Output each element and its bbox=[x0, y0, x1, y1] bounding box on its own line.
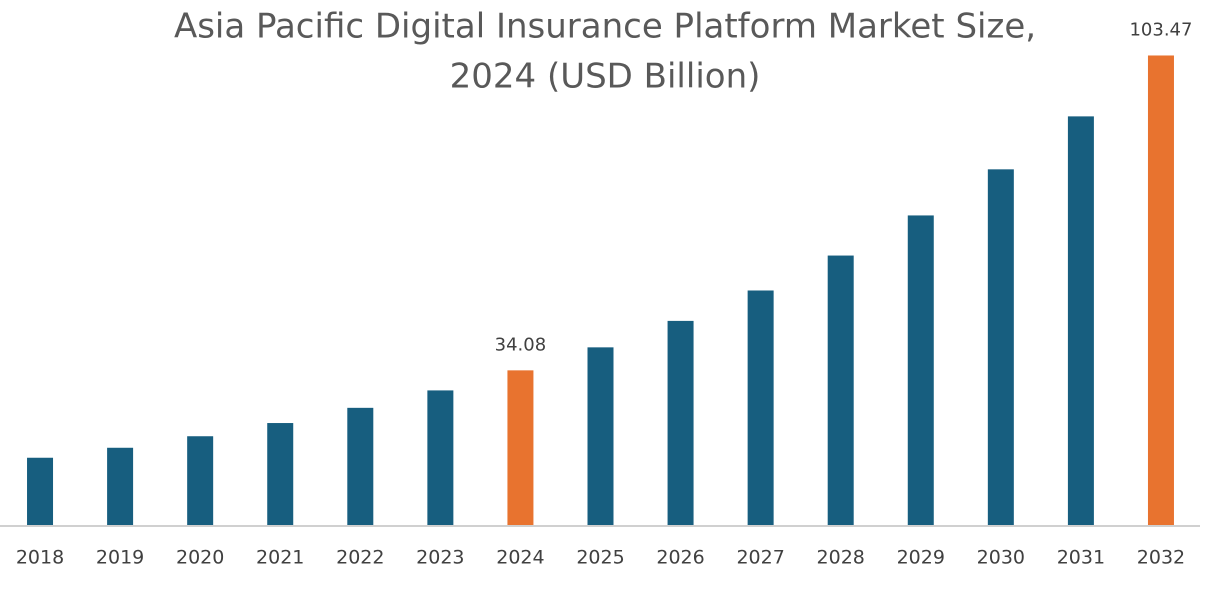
bar bbox=[347, 407, 374, 525]
x-tick-label: 2029 bbox=[897, 547, 945, 569]
value-label: 34.08 bbox=[495, 334, 547, 355]
x-tick-label: 2018 bbox=[16, 547, 64, 569]
bar bbox=[1067, 116, 1094, 525]
bar bbox=[667, 320, 694, 525]
bar bbox=[827, 255, 854, 525]
x-tick-label: 2032 bbox=[1137, 547, 1185, 569]
bar bbox=[587, 347, 614, 525]
x-tick-label: 2024 bbox=[496, 547, 544, 569]
bar bbox=[427, 390, 454, 525]
bar bbox=[27, 457, 54, 525]
x-tick-label: 2019 bbox=[96, 547, 144, 569]
chart-title: 2024 (USD Billion) bbox=[450, 57, 761, 97]
bar bbox=[107, 447, 134, 525]
bar bbox=[907, 215, 934, 525]
value-label: 103.47 bbox=[1129, 19, 1192, 40]
x-tick-label: 2030 bbox=[977, 547, 1025, 569]
x-tick-label: 2025 bbox=[576, 547, 624, 569]
x-tick-label: 2023 bbox=[416, 547, 464, 569]
bar bbox=[267, 423, 294, 525]
bar bbox=[987, 169, 1014, 525]
x-tick-label: 2020 bbox=[176, 547, 224, 569]
x-tick-label: 2031 bbox=[1057, 547, 1105, 569]
chart-title: Asia Pacific Digital Insurance Platform … bbox=[174, 7, 1036, 47]
x-tick-label: 2028 bbox=[817, 547, 865, 569]
x-tick-label: 2021 bbox=[256, 547, 304, 569]
bar bbox=[187, 436, 214, 525]
x-tick-label: 2026 bbox=[656, 547, 704, 569]
x-tick-label: 2027 bbox=[736, 547, 784, 569]
bar bbox=[1147, 55, 1174, 526]
x-tick-label: 2022 bbox=[336, 547, 384, 569]
bar bbox=[747, 290, 774, 525]
bar bbox=[507, 370, 534, 525]
